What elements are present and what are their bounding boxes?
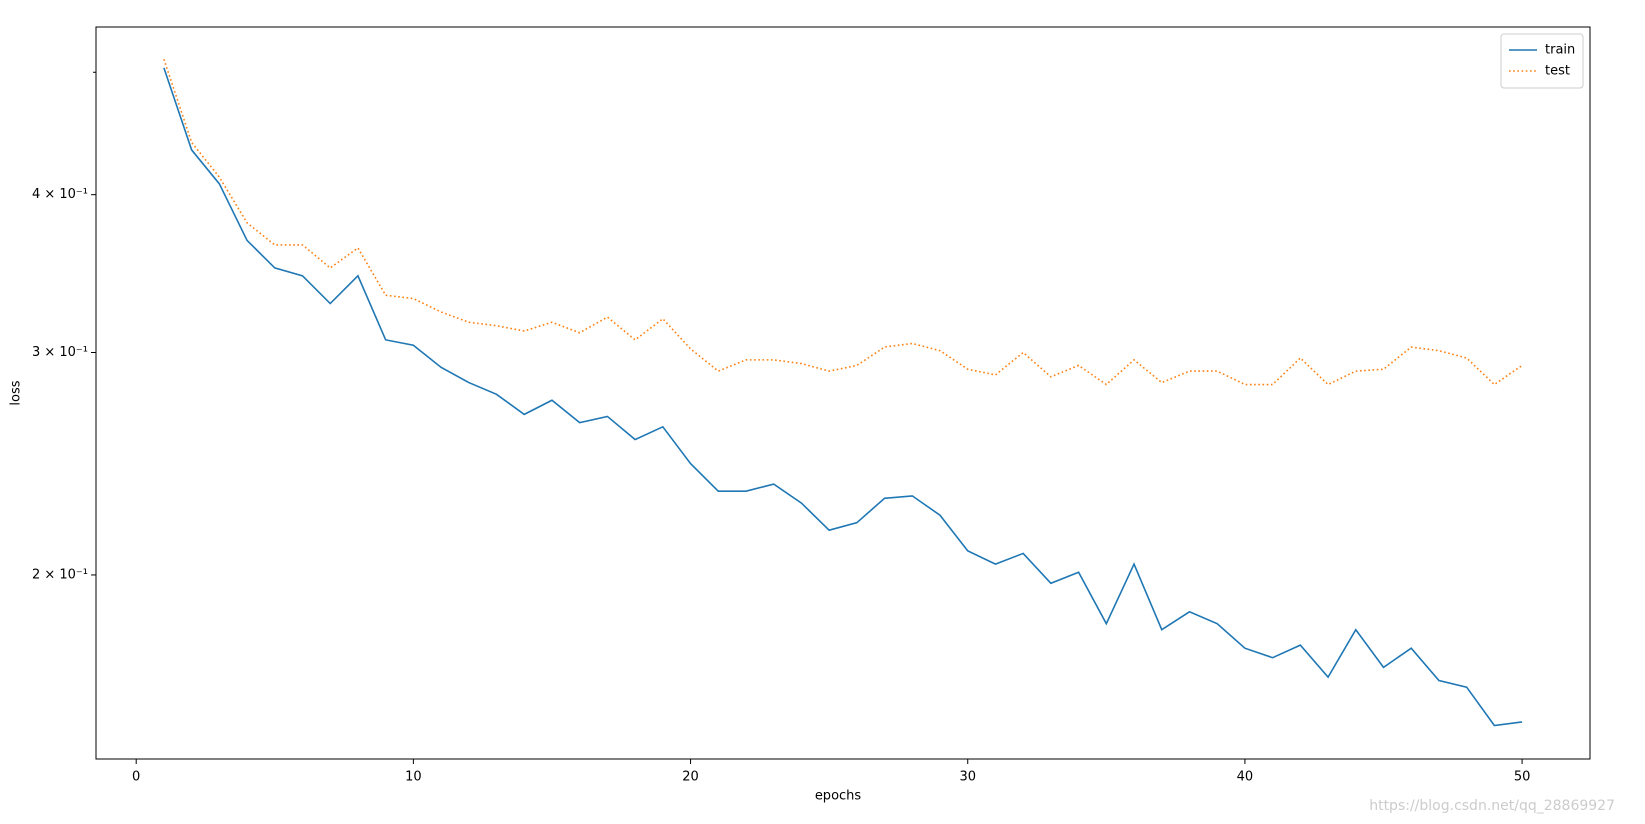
x-tick-label: 0 [132, 770, 140, 785]
x-tick-label: 30 [959, 770, 976, 785]
x-axis-label: epochs [815, 789, 862, 804]
series-line [163, 67, 1523, 727]
legend-label: test [1545, 64, 1570, 79]
y-tick-label: 2 × 10⁻¹ [32, 567, 88, 582]
legend-box [1500, 33, 1584, 89]
series-line [163, 58, 1523, 386]
x-tick-label: 40 [1237, 770, 1254, 785]
y-tick-label: 4 × 10⁻¹ [32, 187, 88, 202]
x-tick-label: 10 [405, 770, 422, 785]
x-tick-label: 20 [682, 770, 699, 785]
legend-label: train [1545, 43, 1575, 58]
plot-frame [95, 26, 1591, 760]
x-tick-label: 50 [1514, 770, 1531, 785]
y-tick-label: 3 × 10⁻¹ [32, 345, 88, 360]
y-axis-label: loss [9, 380, 24, 405]
watermark: https://blog.csdn.net/qq_28869927 [1369, 798, 1615, 814]
